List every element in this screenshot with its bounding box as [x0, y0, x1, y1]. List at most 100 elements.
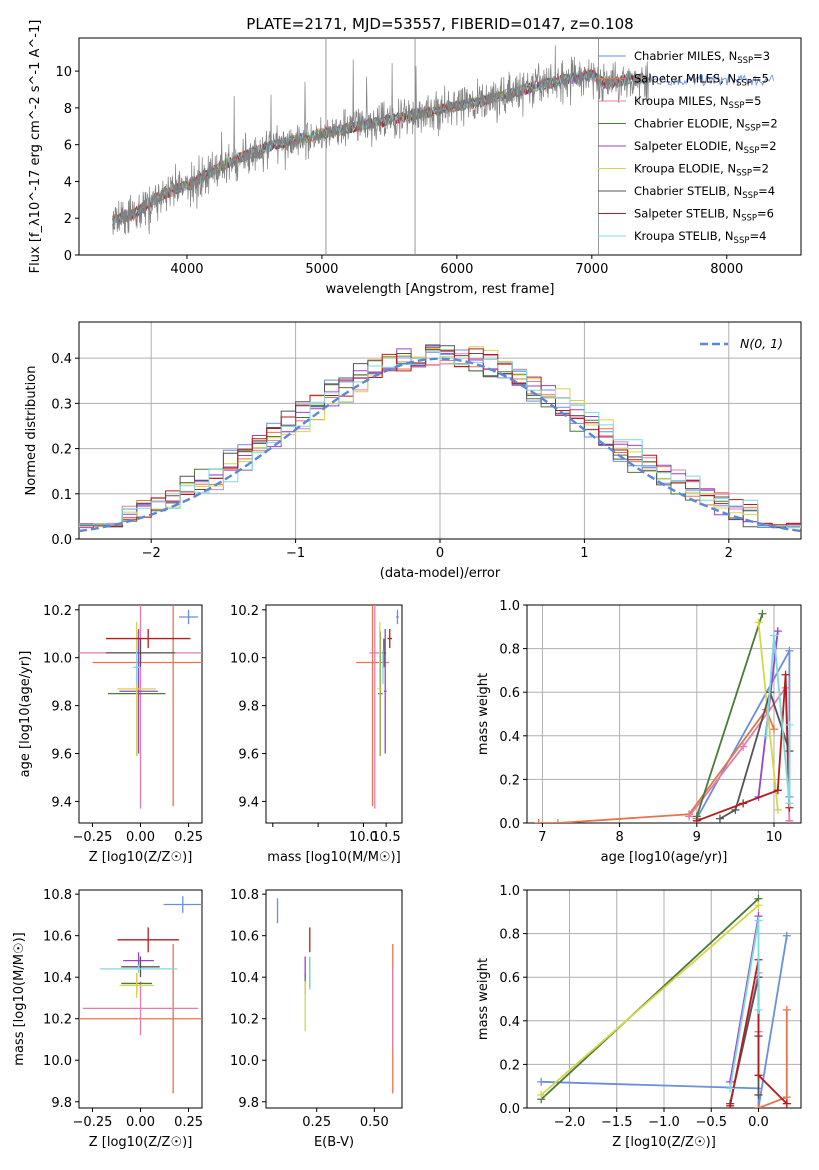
residuals-frame: [78, 321, 802, 540]
spectrum-model-salpeter_stelib: [112, 68, 646, 224]
weight_vs_age-marker-kroupa_elodie: [754, 618, 763, 627]
residual-legend-label: N(0, 1): [740, 336, 783, 351]
mass_vs_ebv-ytick-label: 10.6: [230, 930, 259, 945]
mass_vs_Z-frame: [78, 889, 203, 1109]
residuals-xlabel: (data-model)/error: [380, 566, 501, 581]
legend-label-chabrier_elodie: Chabrier ELODIE, NSSP=2: [634, 117, 778, 134]
weight_vs_Z-marker-kroupa_stelib: [726, 1084, 735, 1093]
weight_vs_age-marker-kroupa_stelib: [785, 720, 794, 729]
weight_vs_age-marker-salpeter_miles: [769, 725, 778, 734]
residuals-ytick-label: 0.1: [51, 488, 72, 503]
age_vs_mass-ytick-label: 10.0: [230, 652, 259, 667]
weight_vs_age-line-chabrier_stelib: [719, 689, 791, 820]
normal-curve: [79, 357, 801, 533]
weight_vs_age-marker-salpeter_miles: [534, 819, 543, 823]
weight_vs_age-marker-salpeter_miles: [553, 819, 562, 823]
mass_vs_Z-axes: −0.25 0.00 0.25 9.8 10.0 10.2 10.4 10.6 10.8 Z [l…: [12, 888, 203, 1150]
legend-label-chabrier_miles: Chabrier MILES, NSSP=3: [634, 49, 770, 66]
legend-label-salpeter_stelib: Salpeter STELIB, NSSP=6: [634, 207, 774, 224]
weight_vs_Z-frame: [526, 889, 802, 1109]
weight_vs_Z-marker-salpeter_miles: [782, 1005, 791, 1014]
mass_vs_Z-xtick-label: 0.25: [174, 1115, 203, 1130]
weight_vs_Z-marker-kroupa_stelib: [754, 916, 763, 925]
mass_vs_Z-points: [79, 896, 202, 1094]
weight_vs_age-marker-kroupa_stelib: [785, 799, 794, 808]
age_vs_Z-ytick-label: 9.8: [51, 700, 72, 715]
age_vs_mass-frame: [265, 604, 403, 824]
spectrum-ytick-label: 0: [64, 249, 72, 264]
legend-label-kroupa_miles: Kroupa MILES, NSSP=5: [634, 94, 761, 111]
weight_vs_age-ylabel: mass weight: [476, 673, 491, 755]
mass_vs_ebv-ytick-label: 9.8: [238, 1096, 259, 1111]
weight_vs_age-marker-salpeter_stelib: [692, 816, 701, 823]
mass_vs_ebv-frame: [265, 889, 403, 1109]
weight_vs_age-marker-kroupa_elodie: [773, 805, 782, 814]
weight_vs_age-series: [534, 609, 794, 823]
spectrum-xtick-label: 7000: [575, 262, 608, 277]
mass_vs_ebv-points: [276, 898, 394, 1094]
weight_vs_Z-xlabel: Z [log10(Z/Z☉)]: [612, 1135, 716, 1150]
spectrum-xtick-label: 4000: [170, 262, 203, 277]
weight_vs_Z-marker-kroupa_elodie: [537, 1090, 546, 1099]
weight_vs_Z-marker-chabrier_miles: [782, 931, 791, 940]
residuals-xtick-label: 2: [725, 546, 733, 561]
age_vs_Z-axes: −0.25 0.00 0.25 9.4 9.6 9.8 10.0 10.2 Z [log10(Z…: [18, 604, 203, 865]
mass_vs_Z-ytick-label: 10.8: [43, 888, 72, 903]
weight_vs_Z-marker-chabrier_miles: [537, 1077, 546, 1086]
weight_vs_age-marker-salpeter_elodie: [773, 627, 782, 636]
residuals-xtick-label: 1: [580, 546, 588, 561]
weight_vs_age-ytick-label: 0.4: [499, 730, 520, 745]
residual-hist: [79, 344, 801, 533]
age_vs_Z-ytick-label: 9.4: [51, 795, 72, 810]
age_vs_Z-xtick-label: −0.25: [73, 830, 113, 845]
weight_vs_age-xlabel: age [log10(age/yr)]: [601, 850, 728, 865]
weight_vs_Z-marker-salpeter_stelib: [754, 1071, 763, 1080]
weight_vs_age-ytick-label: 0.2: [499, 773, 520, 788]
mass_vs_ebv-xtick-label: 0.25: [302, 1115, 331, 1130]
mass_vs_Z-ytick-label: 10.6: [43, 930, 72, 945]
weight_vs_age-marker-kroupa_stelib: [762, 731, 771, 740]
weight_vs_age-ytick-label: 0.6: [499, 686, 520, 701]
weight_vs_age-marker-kroupa_miles: [739, 742, 748, 751]
weight_vs_Z-xtick-label: −0.5: [695, 1115, 727, 1130]
spectrum-xtick-label: 6000: [440, 262, 473, 277]
weight_vs_Z-axes: −2.0 −1.5 −1.0 −0.5 0.0 0.0 0.2 0.4 0.6 0.8 1.0 Z […: [476, 884, 802, 1150]
spectrum-lines: [112, 38, 774, 255]
spectrum-xtick-label: 8000: [710, 262, 743, 277]
weight_vs_Z-ytick-label: 1.0: [499, 884, 520, 899]
spectrum-ytick-label: 10: [55, 65, 72, 80]
mass_vs_ebv-ytick-label: 10.8: [230, 888, 259, 903]
weight_vs_Z-line-salpeter_stelib: [729, 959, 788, 1106]
age_vs_mass-ytick-label: 10.2: [230, 604, 259, 619]
mass_vs_Z-xlabel: Z [log10(Z/Z☉)]: [89, 1135, 193, 1150]
spectrum-ytick-label: 8: [64, 102, 72, 117]
weight_vs_age-xtick-label: 7: [538, 830, 546, 845]
weight_vs_Z-line-kroupa_elodie: [540, 904, 760, 1096]
weight_vs_age-ytick-label: 0.0: [499, 817, 520, 832]
legend-label-chabrier_stelib: Chabrier STELIB, NSSP=4: [634, 184, 775, 201]
weight_vs_age-marker-salpeter_stelib: [739, 799, 748, 808]
age_vs_Z-ytick-label: 9.6: [51, 748, 72, 763]
age_vs_mass-xtick-label: 10.0: [349, 830, 378, 845]
age_vs_Z-xtick-label: 0.25: [174, 830, 203, 845]
age_vs_Z-points: [79, 605, 202, 809]
weight_vs_Z-marker-kroupa_stelib: [754, 1005, 763, 1014]
mass_vs_ebv-ytick-label: 10.0: [230, 1054, 259, 1069]
mass_vs_Z-ytick-label: 10.0: [43, 1054, 72, 1069]
weight_vs_age-marker-kroupa_miles: [785, 816, 794, 823]
weight_vs_Z-ylabel: mass weight: [476, 958, 491, 1040]
weight_vs_age-marker-chabrier_elodie: [758, 609, 767, 618]
weight_vs_age-ytick-label: 0.8: [499, 643, 520, 658]
weight_vs_age-line-kroupa_stelib: [765, 635, 791, 804]
weight_vs_Z-xtick-label: 0.0: [748, 1115, 769, 1130]
weight_vs_Z-series: [537, 894, 791, 1108]
weight_vs_age-xtick-label: 8: [615, 830, 623, 845]
weight_vs_age-marker-salpeter_stelib: [773, 786, 782, 795]
weight_vs_Z-ytick-label: 0.2: [499, 1058, 520, 1073]
mass_vs_Z-ytick-label: 9.8: [51, 1096, 72, 1111]
residuals-ytick-label: 0.4: [51, 352, 72, 367]
weight_vs_Z-ytick-label: 0.8: [499, 928, 520, 943]
mass_vs_Z-xtick-label: 0.00: [126, 1115, 155, 1130]
